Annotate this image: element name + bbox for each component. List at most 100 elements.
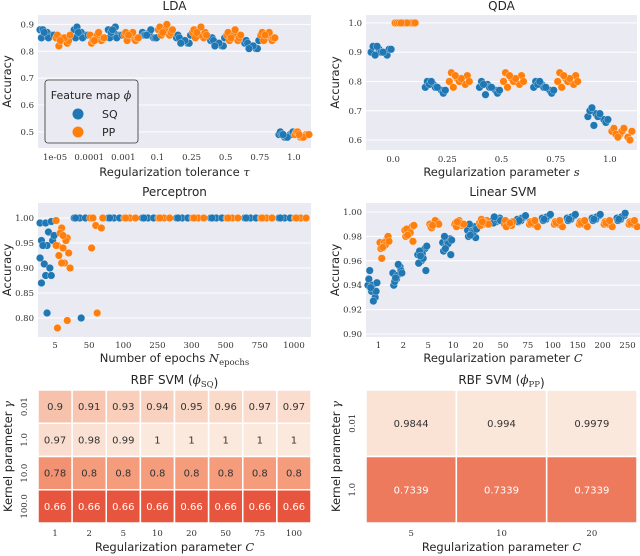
point-sq [391, 273, 400, 282]
x-tick-label: 1 [376, 341, 381, 351]
chart-title: Linear SVM [469, 185, 536, 199]
point-pp [66, 31, 75, 40]
cell-value: 0.97 [249, 402, 271, 413]
chart-title-part: SQ [201, 380, 214, 390]
heatmap-cell [545, 389, 638, 458]
point-pp [158, 28, 167, 37]
cell-value: 0.98 [78, 435, 100, 446]
cell-value: 0.97 [283, 402, 305, 413]
y-tick-label: 100.0 [20, 494, 30, 518]
point-pp [226, 33, 235, 42]
legend-title-part: ϕ [124, 89, 132, 102]
x-tick-label: 10 [152, 529, 163, 539]
point-pp [630, 216, 639, 225]
heatmap-cell [276, 389, 312, 424]
y-tick-label: 0.6 [348, 136, 362, 146]
point-pp [155, 214, 164, 222]
point-pp [292, 214, 301, 222]
x-tick-label: 0.75 [250, 153, 269, 163]
point-sq [369, 297, 378, 305]
point-sq [549, 86, 558, 95]
point-sq [36, 254, 45, 262]
point-sq [71, 214, 80, 222]
y-axis-label: Accuracy [328, 244, 342, 297]
x-tick-label: 1.0 [287, 153, 301, 163]
x-tick-label: 1e-05 [43, 153, 67, 163]
x-tick-label: 50 [498, 341, 509, 351]
point-sq [40, 260, 49, 268]
y-tick-label: 0.9 [20, 20, 34, 30]
point-sq [571, 210, 580, 219]
point-sq [108, 25, 117, 34]
point-sq [446, 250, 455, 259]
heatmap-cell [71, 489, 107, 524]
x-tick-label: 0.0001 [74, 153, 104, 163]
y-tick-label: 10.0 [20, 464, 30, 483]
legend-marker-sq [72, 108, 84, 120]
point-sq [495, 86, 504, 95]
x-axis-label-part: τ [243, 165, 250, 179]
cell-value: 0.94 [146, 402, 168, 413]
x-axis-label: Regularization parameter C [422, 540, 581, 554]
cell-value: 0.9979 [574, 419, 609, 430]
point-sq [481, 90, 490, 99]
point-sq [371, 51, 380, 60]
cell-value: 0.66 [215, 502, 237, 513]
cell-value: 0.8 [115, 469, 131, 480]
cell-value: 0.93 [112, 402, 134, 413]
point-sq [490, 212, 499, 221]
cell-value: 0.66 [44, 502, 66, 513]
point-pp [52, 216, 61, 225]
point-sq [441, 86, 450, 95]
chart-title-part: ) [540, 376, 545, 390]
x-axis-label-part: Regularization tolerance [99, 165, 243, 179]
point-sq [276, 214, 285, 222]
point-pp [94, 28, 103, 37]
point-pp [445, 77, 454, 86]
point-pp [202, 31, 211, 40]
x-tick-label: 0.001 [111, 153, 135, 163]
cell-value: 0.78 [44, 469, 66, 480]
point-pp [503, 83, 512, 92]
point-pp [64, 249, 73, 257]
y-axis-label-part: γ [329, 401, 343, 408]
cell-value: 0.66 [283, 502, 305, 513]
point-sq [521, 211, 530, 220]
cell-value: 0.97 [44, 435, 66, 446]
x-axis-label: Regularization parameter s [423, 165, 579, 179]
point-sq [366, 283, 375, 292]
point-pp [478, 217, 487, 226]
x-tick-label: 2 [401, 341, 406, 351]
point-sq [433, 83, 442, 92]
x-tick-label: 0.25 [182, 153, 201, 163]
point-pp [557, 83, 566, 92]
point-pp [134, 33, 143, 42]
linear-svm-panel: 0.90 0.92 0.94 0.96 0.98 1.00 1 2 5 10 20 50 75 100 15… [328, 185, 640, 365]
x-tick-label: 0.25 [438, 155, 457, 165]
cell-value: 0.8 [184, 469, 200, 480]
point-pp [505, 71, 514, 80]
point-pp [465, 77, 474, 86]
heatmap-cell [37, 455, 73, 491]
x-tick-label: 20 [186, 529, 197, 539]
point-sq [379, 48, 388, 57]
point-pp [270, 33, 279, 42]
point-sq [596, 210, 605, 219]
cell-value: 0.994 [487, 419, 516, 430]
point-pp [627, 127, 636, 136]
heatmap-cell [276, 455, 312, 491]
point-sq [139, 214, 148, 222]
y-tick-label: 1.00 [343, 208, 362, 218]
point-sq [487, 83, 496, 92]
x-tick-label: 20 [473, 341, 484, 351]
point-pp [403, 231, 412, 240]
heatmap-cell [276, 489, 312, 524]
y-tick-label: 0.8 [348, 77, 362, 87]
point-pp [231, 25, 240, 34]
point-sq [176, 39, 185, 48]
x-tick-label: 250 [149, 341, 165, 351]
cell-value: 0.99 [112, 435, 134, 446]
point-sq [447, 236, 456, 245]
x-tick-label: 0.1 [151, 153, 165, 163]
point-pp [54, 251, 63, 260]
